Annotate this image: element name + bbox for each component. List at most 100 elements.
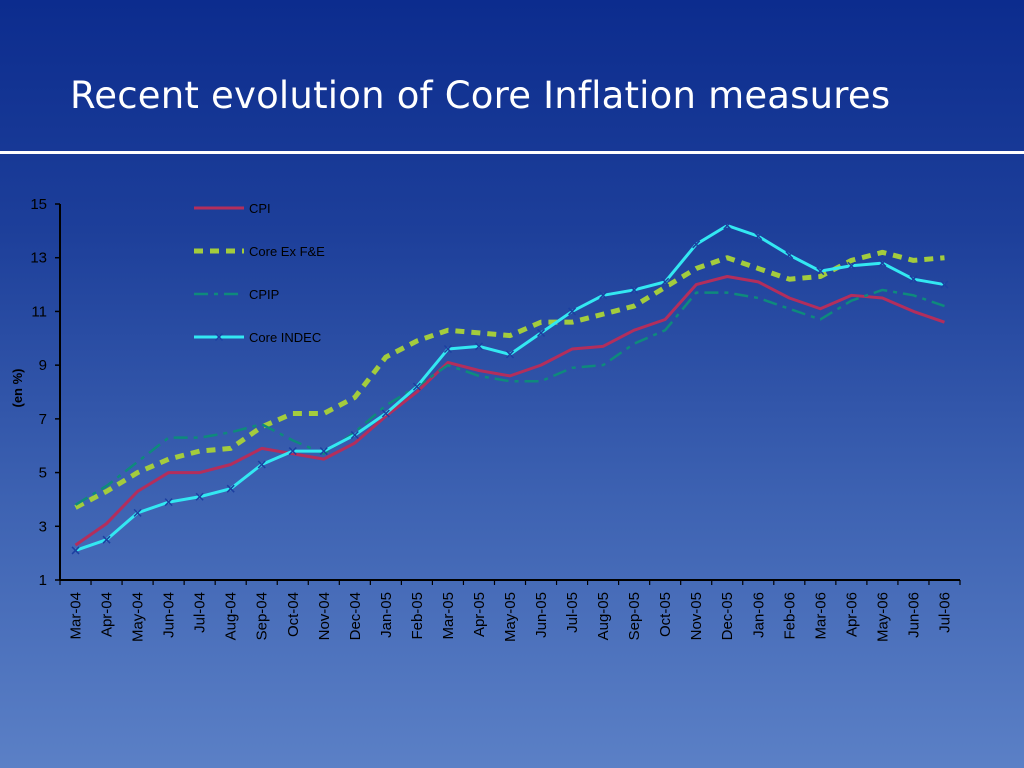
x-tick-label: Jul-06	[936, 592, 953, 633]
title-divider	[0, 151, 1024, 154]
x-marker-stroke	[940, 280, 949, 289]
legend-label: CPIP	[249, 287, 279, 302]
y-tick-label: 13	[30, 250, 47, 267]
x-marker-stroke	[847, 261, 856, 270]
x-marker-stroke	[133, 508, 142, 517]
data-point-marker	[71, 546, 80, 555]
y-tick-label: 3	[39, 518, 47, 535]
x-marker-stroke	[226, 484, 235, 493]
x-tick-label: Mar-06	[812, 592, 829, 640]
y-axis-title: (en %)	[10, 369, 25, 408]
x-marker-stroke	[71, 546, 80, 555]
data-point-marker	[474, 342, 483, 351]
x-marker-stroke	[257, 460, 266, 469]
x-marker-stroke	[754, 232, 763, 241]
x-tick-label: Mar-05	[440, 592, 457, 640]
data-point-marker	[599, 291, 608, 300]
x-marker-stroke	[599, 291, 608, 300]
x-tick-label: Oct-04	[285, 592, 302, 637]
x-marker-stroke	[692, 240, 701, 249]
x-marker-stroke	[214, 332, 224, 342]
data-point-marker	[412, 382, 421, 391]
legend-marker	[214, 332, 224, 342]
series-cpi	[74, 275, 945, 547]
x-tick-label: Jan-05	[378, 592, 395, 638]
x-marker-stroke	[909, 275, 918, 284]
series-line	[74, 275, 945, 547]
x-tick-label: Aug-04	[223, 592, 240, 640]
x-marker-stroke	[474, 342, 483, 351]
y-tick-label: 1	[39, 572, 47, 589]
x-tick-label: Feb-06	[781, 592, 798, 640]
x-marker-stroke	[816, 267, 825, 276]
series-line	[75, 223, 945, 552]
x-tick-label: Jul-05	[564, 592, 581, 633]
y-tick-label: 15	[30, 196, 47, 213]
x-tick-label: Jul-04	[192, 592, 209, 633]
series-line	[74, 249, 945, 510]
x-tick-label: Dec-05	[719, 592, 736, 640]
x-tick-label: May-06	[874, 592, 891, 642]
legend-label: Core INDEC	[249, 330, 321, 345]
x-marker-stroke	[350, 430, 359, 440]
x-tick-label: Nov-04	[316, 592, 333, 640]
chart-axes	[59, 204, 960, 581]
data-point-marker	[568, 307, 577, 316]
series-cpip	[74, 288, 945, 506]
series-core-ex-f-e	[74, 249, 945, 510]
x-marker-stroke	[785, 250, 794, 260]
x-tick-label: Sep-04	[254, 592, 271, 640]
x-tick-label: Feb-05	[409, 592, 426, 640]
x-marker-stroke	[878, 259, 887, 268]
x-tick-label: Nov-05	[688, 592, 705, 640]
x-tick-label: Mar-04	[68, 592, 85, 640]
legend-label: Core Ex F&E	[249, 244, 325, 259]
chart-legend: CPI Core Ex F&E CPIP Core INDEC	[194, 201, 325, 345]
x-tick-label: Jun-06	[905, 592, 922, 638]
data-point-marker	[133, 508, 142, 517]
x-marker-stroke	[164, 498, 173, 507]
data-point-marker	[661, 277, 670, 286]
x-marker-stroke	[661, 277, 670, 286]
x-marker-stroke	[412, 382, 421, 391]
legend-item: CPIP	[194, 287, 279, 302]
data-point-marker	[350, 430, 359, 440]
series-line	[74, 288, 945, 506]
x-marker-stroke	[288, 447, 297, 456]
x-tick-label: May-04	[130, 592, 147, 642]
x-tick-label: Aug-05	[595, 592, 612, 640]
x-marker-stroke	[195, 492, 204, 501]
x-tick-label: Jun-04	[161, 592, 178, 638]
data-point-marker	[226, 484, 235, 493]
data-point-marker	[443, 344, 452, 354]
data-point-marker	[537, 328, 546, 337]
y-tick-label: 11	[31, 303, 47, 320]
data-point-marker	[878, 259, 887, 268]
data-point-marker	[754, 232, 763, 241]
x-tick-label: Jan-06	[750, 592, 767, 638]
x-tick-label: Sep-05	[626, 592, 643, 640]
x-marker-stroke	[537, 328, 546, 337]
chart-series	[71, 221, 949, 555]
data-point-marker	[164, 498, 173, 507]
data-point-marker	[381, 409, 390, 418]
legend-item: Core Ex F&E	[194, 244, 325, 259]
x-marker-stroke	[381, 409, 390, 418]
x-tick-label: Apr-06	[843, 592, 860, 637]
data-point-marker	[257, 460, 266, 469]
x-marker-stroke	[505, 350, 515, 359]
data-point-marker	[195, 492, 204, 501]
data-point-marker	[505, 350, 515, 359]
x-marker-stroke	[443, 344, 452, 354]
x-marker-stroke	[723, 221, 732, 230]
data-point-marker	[816, 267, 825, 276]
data-point-marker	[909, 275, 918, 284]
data-point-marker	[723, 221, 732, 230]
legend-item: Core INDEC	[194, 330, 321, 345]
data-point-marker	[847, 261, 856, 270]
y-tick-label: 9	[39, 357, 47, 374]
x-marker-stroke	[568, 307, 577, 316]
data-point-marker	[102, 535, 111, 544]
x-tick-label: Apr-04	[99, 592, 116, 637]
